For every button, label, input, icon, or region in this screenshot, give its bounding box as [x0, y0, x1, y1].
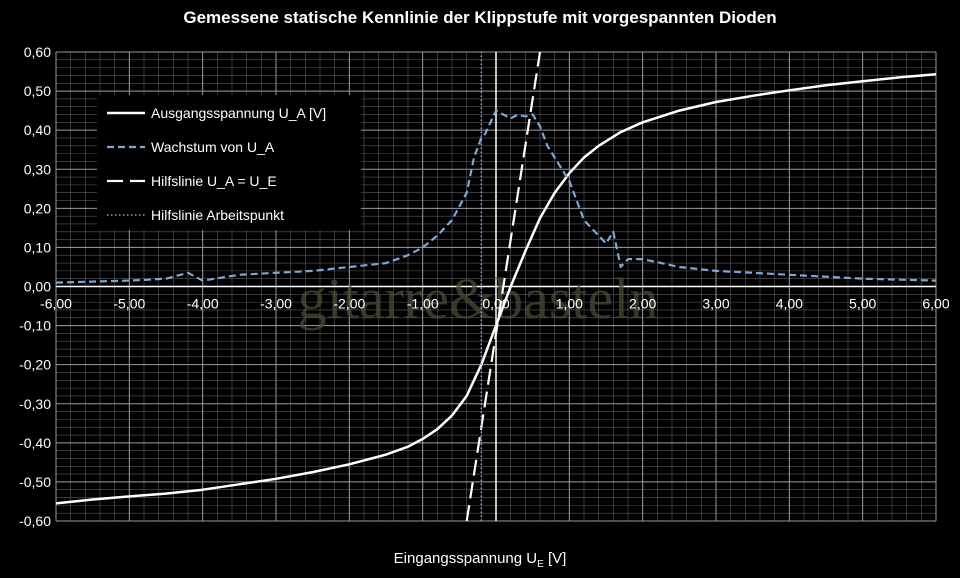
x-tick-label: 3,00	[702, 296, 729, 312]
legend-entry-label: Hilfslinie U_A = U_E	[151, 173, 277, 189]
x-tick-label: -4,00	[187, 296, 219, 312]
x-tick-label: -3,00	[260, 296, 292, 312]
x-axis-label-subscript: E	[537, 559, 544, 570]
legend-entry-label: Ausgangsspannung U_A [V]	[151, 105, 326, 121]
y-tick-label: -0,60	[19, 513, 51, 529]
legend: Ausgangsspannung U_A [V] Wachstum von U_A…	[97, 95, 361, 230]
x-axis-label-unit: [V]	[547, 550, 567, 567]
x-tick-label: 2,00	[629, 296, 656, 312]
legend-entry-label: Hilfslinie Arbeitspunkt	[151, 207, 284, 223]
y-tick-label: -0,10	[19, 318, 51, 334]
y-tick-label: 0,50	[24, 83, 51, 99]
x-tick-label: 4,00	[776, 296, 803, 312]
y-tick-label: -0,40	[19, 435, 51, 451]
x-tick-label: -6,00	[40, 296, 72, 312]
legend-box	[97, 95, 361, 230]
series-line-1	[56, 73, 936, 505]
y-tick-label: -0,20	[19, 357, 51, 373]
x-tick-label: -2,00	[333, 296, 365, 312]
y-tick-label: 0,60	[24, 44, 51, 60]
y-tick-label: 0,20	[24, 200, 51, 216]
x-tick-label: -5,00	[113, 296, 145, 312]
y-tick-label: 0,30	[24, 161, 51, 177]
chart-title: Gemessene statische Kennlinie der Klipps…	[183, 8, 777, 27]
x-tick-label: -1,00	[407, 296, 439, 312]
series-group	[56, 52, 936, 521]
y-tick-label: 0,40	[24, 122, 51, 138]
x-axis-label: Eingangsspannung UE [V]	[0, 550, 960, 570]
y-tick-label: -0,30	[19, 396, 51, 412]
watermark-text: gitarre&basteln	[298, 266, 659, 331]
legend-entry-label: Wachstum von U_A	[151, 139, 275, 155]
y-tick-label: -0,50	[19, 474, 51, 490]
x-tick-label: 1,00	[556, 296, 583, 312]
x-tick-label: 6,00	[922, 296, 949, 312]
series-line-3	[465, 52, 542, 521]
series-line-2	[56, 109, 936, 284]
y-tick-label: 0,00	[24, 279, 51, 295]
x-tick-label: 5,00	[849, 296, 876, 312]
grid: gitarre&basteln	[55, 51, 937, 522]
y-tick-label: 0,10	[24, 239, 51, 255]
x-axis-label-text: Eingangsspannung U	[393, 550, 538, 567]
